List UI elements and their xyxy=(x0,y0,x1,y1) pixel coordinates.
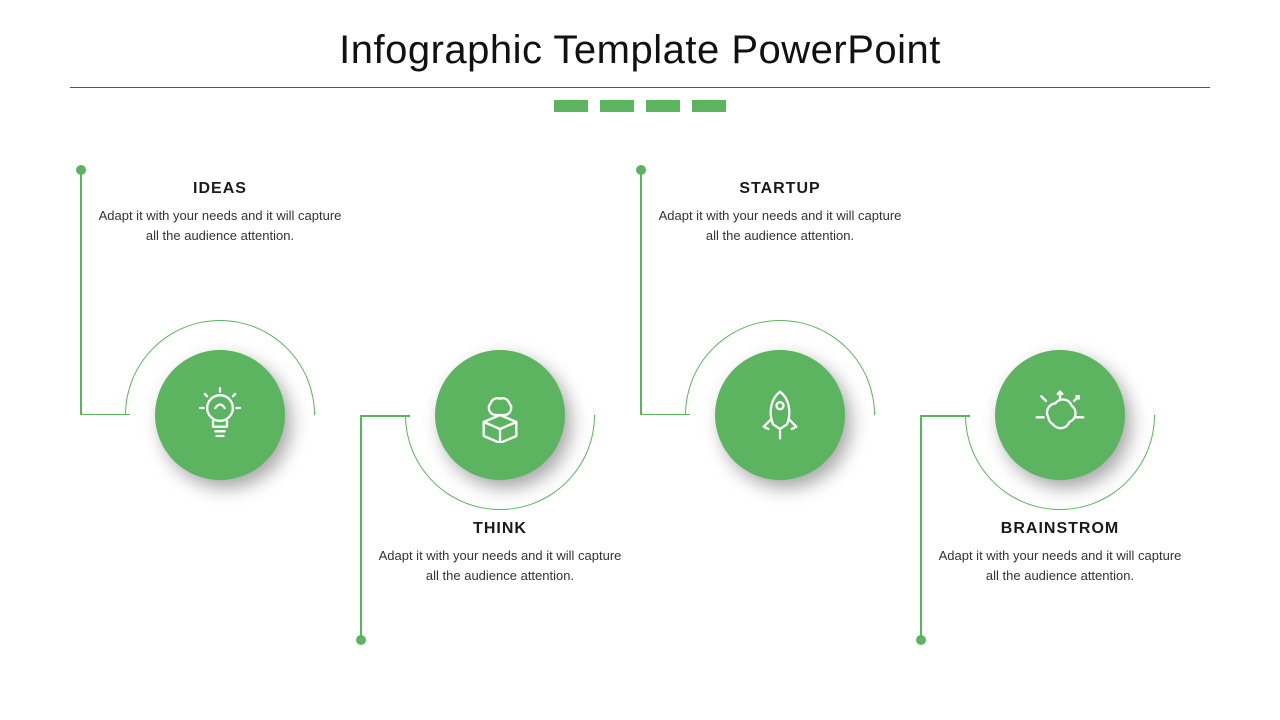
node-circle xyxy=(155,350,285,480)
node-body: Adapt it with your needs and it will cap… xyxy=(360,546,640,585)
node-circle xyxy=(435,350,565,480)
lightbulb-icon xyxy=(192,387,248,443)
rocket-icon xyxy=(752,387,808,443)
dash xyxy=(600,100,634,112)
dash xyxy=(554,100,588,112)
node-title: BRAINSTROM xyxy=(920,520,1200,538)
title-divider xyxy=(70,87,1210,88)
node-body: Adapt it with your needs and it will cap… xyxy=(80,206,360,245)
infographic-stage: IDEAS Adapt it with your needs and it wi… xyxy=(0,150,1280,690)
slide-title: Infographic Template PowerPoint xyxy=(0,0,1280,73)
brainstorm-icon xyxy=(1032,387,1088,443)
node-circle xyxy=(715,350,845,480)
node-body: Adapt it with your needs and it will cap… xyxy=(640,206,920,245)
node-title: THINK xyxy=(360,520,640,538)
brain-box-icon xyxy=(472,387,528,443)
node-body: Adapt it with your needs and it will cap… xyxy=(920,546,1200,585)
node-circle xyxy=(995,350,1125,480)
node-title: STARTUP xyxy=(640,180,920,198)
title-dashes xyxy=(0,100,1280,112)
dash xyxy=(692,100,726,112)
dash xyxy=(646,100,680,112)
node-title: IDEAS xyxy=(80,180,360,198)
